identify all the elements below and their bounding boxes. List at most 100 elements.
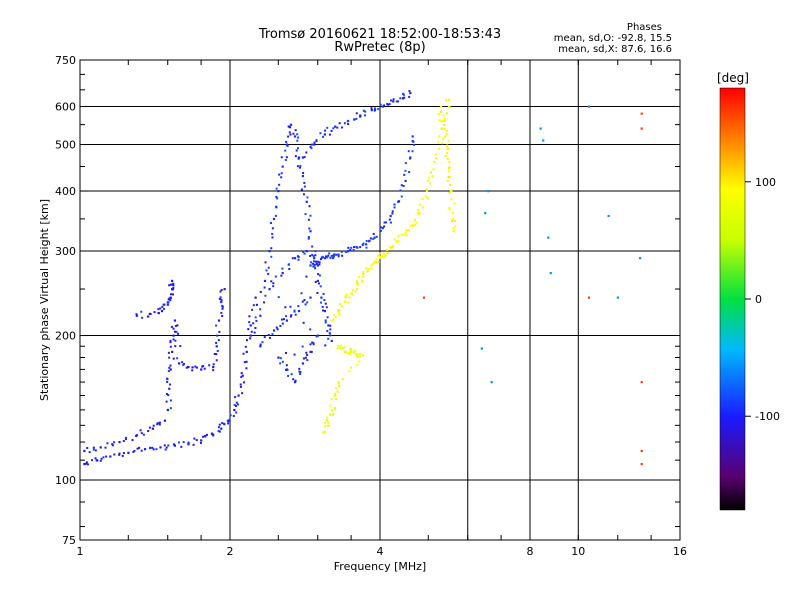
echo-point [194, 365, 197, 368]
echo-point [212, 363, 215, 366]
echo-point [204, 435, 207, 438]
echo-point [353, 246, 356, 249]
echo-point [271, 227, 274, 230]
echo-point [451, 212, 455, 215]
echo-point [187, 365, 190, 369]
echo-point [448, 208, 451, 211]
echo-point [308, 205, 311, 208]
echo-point [149, 447, 152, 450]
echo-point [281, 267, 284, 270]
echo-point [309, 343, 312, 346]
echo-point [215, 341, 218, 344]
echo-point [163, 308, 166, 311]
echo-point [300, 188, 303, 191]
echo-point [306, 301, 309, 304]
echo-point [235, 405, 238, 408]
echo-point [153, 311, 156, 314]
echo-points [83, 90, 643, 466]
echo-point [639, 257, 642, 260]
echo-point [379, 257, 382, 260]
y-tick-label: 75 [62, 534, 76, 547]
echo-point [220, 300, 223, 304]
echo-point [242, 381, 245, 384]
echo-point [452, 227, 455, 230]
echo-point [383, 225, 386, 228]
echo-point [313, 260, 316, 263]
echo-point [340, 305, 343, 308]
echo-point [407, 150, 410, 153]
echo-point [289, 305, 292, 308]
chart-subtitle: RwPretec (8p) [334, 40, 426, 55]
echo-point [113, 453, 116, 456]
echo-point [242, 352, 245, 355]
echo-point [297, 147, 300, 150]
echo-point [349, 366, 352, 369]
echo-point [306, 196, 309, 199]
echo-point [285, 319, 288, 322]
echo-point [381, 227, 384, 230]
echo-point [170, 325, 173, 328]
echo-point [293, 257, 297, 260]
echo-point [404, 169, 407, 172]
echo-point [169, 364, 172, 367]
echo-point [148, 426, 151, 429]
echo-point [428, 176, 431, 179]
echo-point [280, 156, 283, 159]
echo-point [367, 268, 371, 271]
echo-point [229, 414, 232, 417]
echo-point [433, 160, 436, 163]
echo-point [373, 260, 376, 263]
echo-point [280, 274, 283, 277]
echo-point [293, 353, 296, 356]
echo-point [335, 253, 338, 256]
echo-point [356, 364, 359, 367]
echo-point [317, 273, 320, 276]
echo-point [345, 293, 348, 296]
echo-point [349, 349, 352, 352]
echo-point [429, 182, 432, 185]
echo-point [227, 422, 230, 425]
echo-point [313, 263, 316, 266]
echo-point [167, 394, 170, 397]
echo-point [192, 443, 195, 446]
echo-point [365, 266, 368, 269]
echo-point [447, 98, 451, 101]
echo-point [269, 336, 272, 339]
echo-point [309, 264, 312, 267]
echo-point [163, 303, 166, 306]
echo-point [435, 157, 438, 160]
echo-point [255, 319, 258, 322]
echo-point [292, 132, 295, 135]
echo-point [297, 136, 300, 139]
echo-point [175, 330, 178, 333]
echo-point [402, 233, 405, 236]
echo-point [233, 408, 236, 412]
echo-point [195, 366, 198, 369]
echo-point [299, 373, 302, 376]
echo-point [285, 140, 288, 143]
echo-point [364, 114, 367, 117]
echo-point [106, 442, 109, 445]
echo-point [323, 425, 326, 428]
echo-point [319, 258, 322, 261]
echo-point [281, 271, 284, 275]
echo-point [151, 427, 155, 430]
echo-point [313, 141, 316, 144]
echo-point [167, 351, 170, 354]
echo-point [340, 126, 343, 129]
echo-point [284, 368, 287, 371]
echo-point [141, 316, 144, 319]
echo-point [219, 290, 222, 293]
echo-point [358, 352, 361, 355]
echo-point [400, 195, 403, 198]
echo-point [440, 127, 443, 130]
echo-point [443, 124, 446, 127]
echo-point [254, 327, 257, 330]
echo-point [449, 190, 453, 193]
echo-point [447, 139, 450, 142]
echo-point [391, 210, 394, 213]
echo-point [166, 377, 169, 380]
echo-point [346, 120, 349, 123]
echo-point [447, 147, 450, 150]
echo-point [332, 255, 335, 258]
